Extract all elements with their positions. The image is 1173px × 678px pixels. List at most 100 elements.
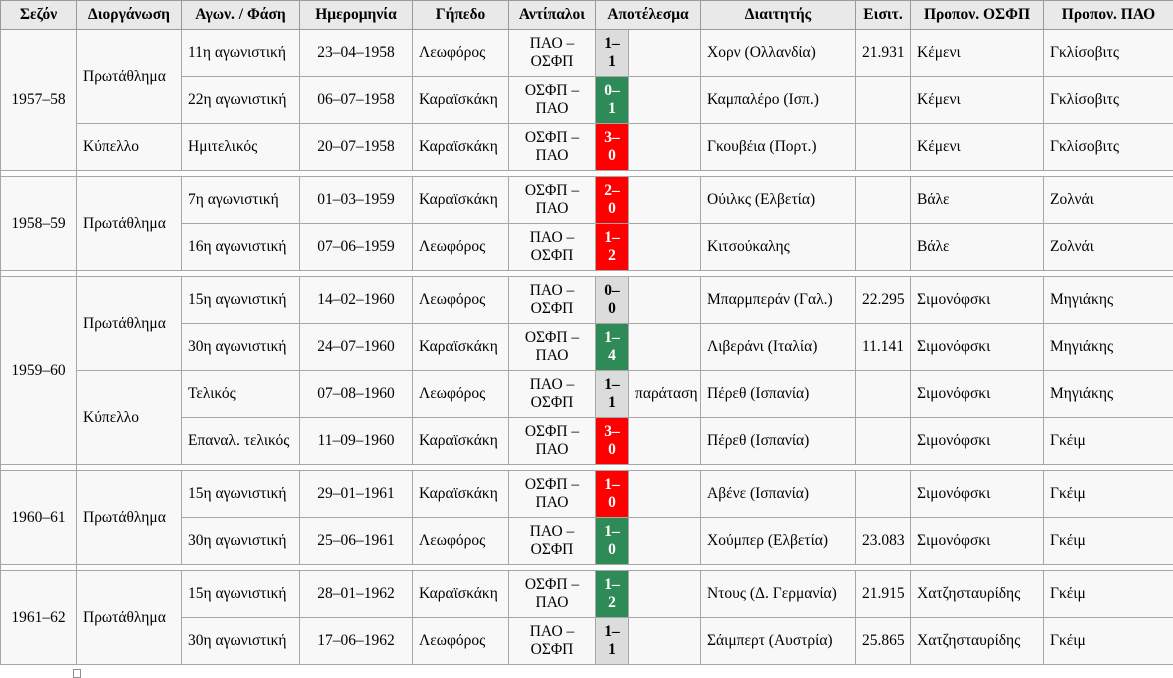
opponents-cell: ΟΣΦΠ – ΠΑΟ	[508, 323, 596, 371]
coach-pao-cell: Μηγιάκης	[1043, 276, 1173, 324]
header-coach-osfp: Προπον. ΟΣΦΠ	[910, 0, 1044, 30]
coach-pao-cell: Ζολνάι	[1043, 176, 1173, 224]
competition-cell: Πρωτάθλημα	[76, 570, 182, 665]
referee-cell: Σάιμπερτ (Αυστρία)	[700, 617, 856, 665]
header-phase: Αγων. / Φάση	[181, 0, 300, 30]
phase-cell: Ημιτελικός	[181, 123, 300, 171]
tickets-cell: 21.931	[855, 29, 911, 77]
opponents-cell: ΠΑΟ – ΟΣΦΠ	[508, 276, 596, 324]
score-note-cell	[628, 123, 701, 171]
date-cell: 11–09–1960	[299, 417, 413, 465]
date-cell: 01–03–1959	[299, 176, 413, 224]
stadium-cell: Καραϊσκάκη	[412, 470, 509, 518]
match-row: 1958–59 Πρωτάθλημα 7η αγωνιστική 01–03–1959…	[0, 176, 1173, 271]
coach-osfp-cell: Βάλε	[910, 176, 1044, 224]
match-row: 22η αγωνιστική 06–07–1958 Καραϊσκάκη ΟΣΦΠ –…	[1, 76, 1173, 124]
coach-osfp-cell: Χατζησταυρίδης	[910, 617, 1044, 665]
coach-pao-cell: Γκλίσοβιτς	[1043, 76, 1173, 124]
stadium-cell: Λεωφόρος	[412, 223, 509, 271]
tickets-cell	[855, 176, 911, 224]
coach-pao-cell: Γκλίσοβιτς	[1043, 29, 1173, 77]
stadium-cell: Καραϊσκάκη	[412, 417, 509, 465]
header-opponents: Αντίπαλοι	[508, 0, 596, 30]
referee-cell: Γκουβέια (Πορτ.)	[700, 123, 856, 171]
phase-cell: 11η αγωνιστική	[181, 29, 300, 77]
competition-cell: Πρωτάθλημα	[76, 276, 182, 371]
table-body: 1957–58 Πρωτάθλημα 11η αγωνιστική 23–04–195…	[0, 29, 1173, 665]
score-cell: 1–2	[595, 223, 629, 271]
coach-osfp-cell: Σιμονόφσκι	[910, 517, 1044, 565]
opponents-cell: ΠΑΟ – ΟΣΦΠ	[508, 517, 596, 565]
date-cell: 29–01–1961	[299, 470, 413, 518]
phase-cell: Τελικός	[181, 370, 300, 418]
coach-pao-cell: Γκέιμ	[1043, 617, 1173, 665]
coach-osfp-cell: Χατζησταυρίδης	[910, 570, 1044, 618]
score-note-cell	[628, 176, 701, 224]
tickets-cell	[855, 470, 911, 518]
stadium-cell: Λεωφόρος	[412, 29, 509, 77]
coach-osfp-cell: Βάλε	[910, 223, 1044, 271]
season-cell: 1958–59	[0, 176, 77, 271]
score-cell: 0–0	[595, 276, 629, 324]
score-note-cell	[628, 29, 701, 77]
opponents-cell: ΟΣΦΠ – ΠΑΟ	[508, 76, 596, 124]
coach-pao-cell: Ζολνάι	[1043, 223, 1173, 271]
coach-pao-cell: Γκλίσοβιτς	[1043, 123, 1173, 171]
coach-osfp-cell: Σιμονόφσκι	[910, 417, 1044, 465]
season-cell: 1960–61	[0, 470, 77, 565]
tickets-cell: 11.141	[855, 323, 911, 371]
competition-cell: Πρωτάθλημα	[76, 470, 182, 565]
score-note-cell	[628, 223, 701, 271]
score-cell: 0–1	[595, 76, 629, 124]
header-stadium: Γήπεδο	[412, 0, 509, 30]
truncated-artifact-box	[73, 669, 81, 678]
header-result: Αποτέλεσμα	[595, 0, 701, 30]
score-note-cell	[628, 517, 701, 565]
phase-cell: 15η αγωνιστική	[181, 570, 300, 618]
season-cell: 1959–60	[0, 276, 77, 465]
coach-osfp-cell: Κέμενι	[910, 123, 1044, 171]
coach-pao-cell: Γκέιμ	[1043, 517, 1173, 565]
date-cell: 17–06–1962	[299, 617, 413, 665]
date-cell: 23–04–1958	[299, 29, 413, 77]
score-note-cell	[628, 470, 701, 518]
score-note-cell	[628, 570, 701, 618]
referee-cell: Λιβεράνι (Ιταλία)	[700, 323, 856, 371]
tickets-cell	[855, 370, 911, 418]
coach-pao-cell: Μηγιάκης	[1043, 370, 1173, 418]
coach-osfp-cell: Σιμονόφσκι	[910, 470, 1044, 518]
coach-osfp-cell: Σιμονόφσκι	[910, 276, 1044, 324]
score-note-cell	[628, 617, 701, 665]
stadium-cell: Καραϊσκάκη	[412, 570, 509, 618]
score-cell: 3–0	[595, 417, 629, 465]
tickets-cell: 23.083	[855, 517, 911, 565]
coach-osfp-cell: Κέμενι	[910, 29, 1044, 77]
opponents-cell: ΠΑΟ – ΟΣΦΠ	[508, 29, 596, 77]
stadium-cell: Λεωφόρος	[412, 517, 509, 565]
opponents-cell: ΟΣΦΠ – ΠΑΟ	[508, 470, 596, 518]
date-cell: 06–07–1958	[299, 76, 413, 124]
header-competition: Διοργάνωση	[76, 0, 182, 30]
match-row: 30η αγωνιστική 17–06–1962 Λεωφόρος ΠΑΟ – ΟΣ…	[1, 617, 1173, 665]
season-cell: 1957–58	[0, 29, 77, 171]
score-cell: 2–0	[595, 176, 629, 224]
match-row: 1960–61 Πρωτάθλημα 15η αγωνιστική 29–01–196…	[0, 470, 1173, 565]
score-cell: 1–2	[595, 570, 629, 618]
opponents-cell: ΟΣΦΠ – ΠΑΟ	[508, 417, 596, 465]
phase-cell: 7η αγωνιστική	[181, 176, 300, 224]
date-cell: 07–08–1960	[299, 370, 413, 418]
phase-cell: 22η αγωνιστική	[181, 76, 300, 124]
coach-osfp-cell: Κέμενι	[910, 76, 1044, 124]
referee-cell: Πέρεθ (Ισπανία)	[700, 370, 856, 418]
match-row: 30η αγωνιστική 24–07–1960 Καραϊσκάκη ΟΣΦΠ –…	[1, 323, 1173, 371]
opponents-cell: ΟΣΦΠ – ΠΑΟ	[508, 123, 596, 171]
score-note-cell	[628, 417, 701, 465]
phase-cell: 30η αγωνιστική	[181, 517, 300, 565]
match-row: Κύπελλο Τελικός 07–08–1960 Λεωφόρος ΠΑΟ – ΟΣ…	[1, 370, 1173, 465]
coach-pao-cell: Γκέιμ	[1043, 470, 1173, 518]
tickets-cell	[855, 223, 911, 271]
referee-cell: Ούιλκς (Ελβετία)	[700, 176, 856, 224]
phase-cell: 30η αγωνιστική	[181, 323, 300, 371]
header-date: Ημερομηνία	[299, 0, 413, 30]
